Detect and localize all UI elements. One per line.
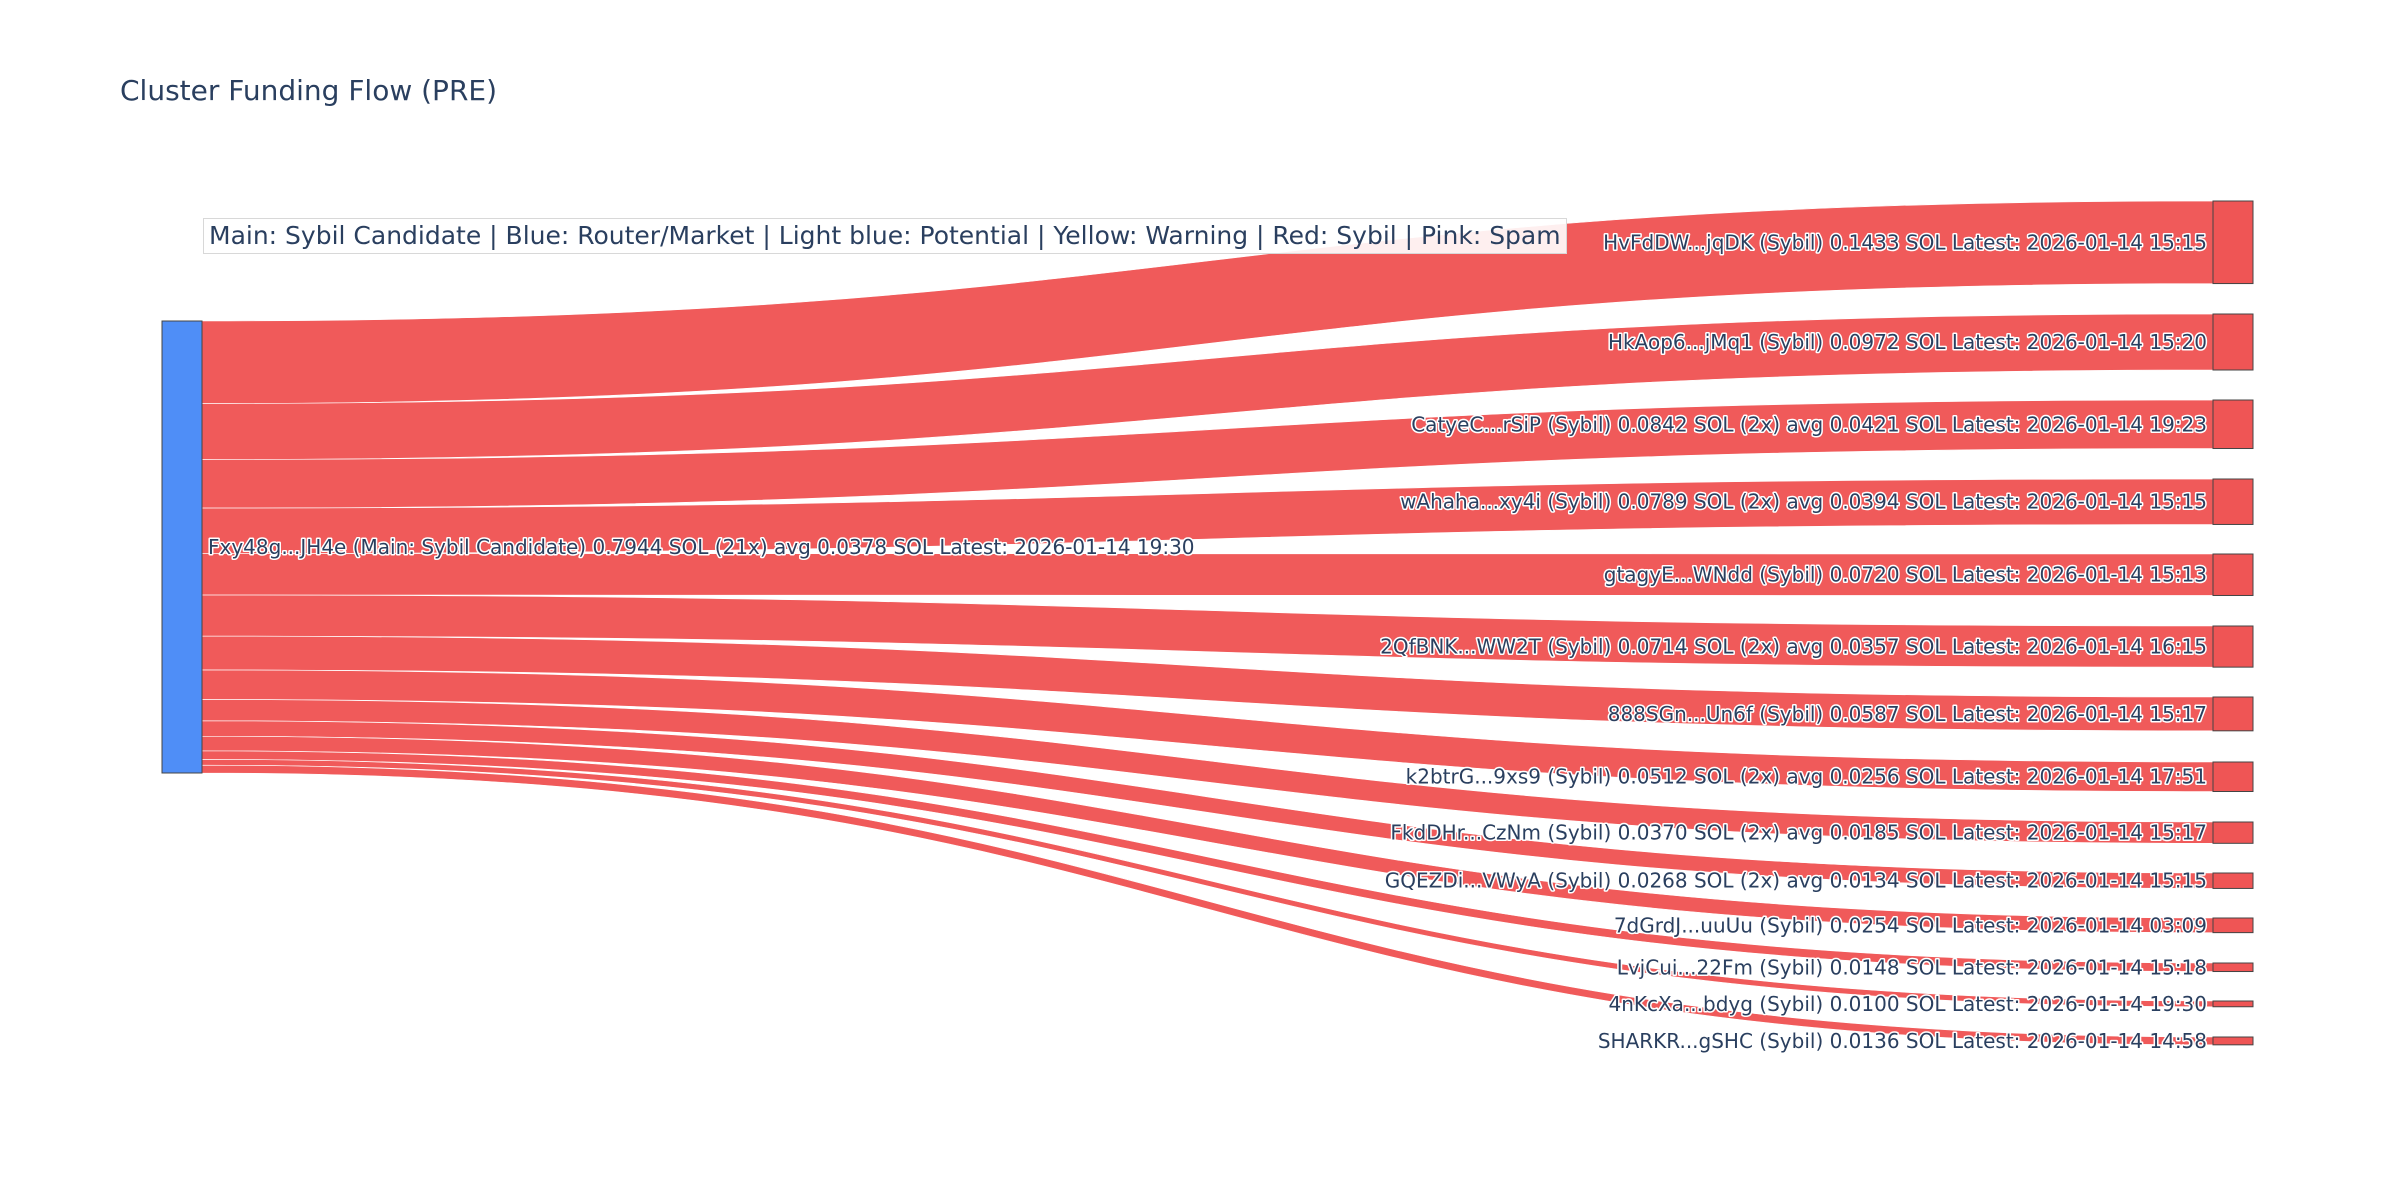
legend-annotation: Main: Sybil Candidate | Blue: Router/Mar… [203,218,1567,254]
node-labels: Fxy48g...JH4e (Main: Sybil Candidate) 0.… [207,229,2209,1055]
target-node-label: gtagyE...WNdd (Sybil) 0.0720 SOL Latest:… [1604,563,2207,587]
target-node[interactable] [2212,761,2254,792]
target-node[interactable] [2212,625,2254,668]
target-node-label: 2QfBNK...WW2T (Sybil) 0.0714 SOL (2x) av… [1380,635,2207,659]
chart-title: Cluster Funding Flow (PRE) [120,74,498,107]
target-node-label: 7dGrdJ...uuUu (Sybil) 0.0254 SOL Latest:… [1614,913,2207,937]
target-node[interactable] [2212,917,2254,934]
target-node-label: CatyeC...rSiP (Sybil) 0.0842 SOL (2x) av… [1411,412,2207,436]
target-node[interactable] [2212,872,2254,889]
target-node-label: HvFdDW...jqDK (Sybil) 0.1433 SOL Latest:… [1603,230,2207,254]
source-node-label: Fxy48g...JH4e (Main: Sybil Candidate) 0.… [208,535,1195,559]
target-node-label: GQEZDi...VWyA (Sybil) 0.0268 SOL (2x) av… [1385,869,2207,893]
target-node-label: HkAop6...jMq1 (Sybil) 0.0972 SOL Latest:… [1608,330,2207,354]
target-node-label: 4nKcXa...bdyg (Sybil) 0.0100 SOL Latest:… [1608,992,2207,1016]
target-node[interactable] [2212,696,2254,732]
source-node[interactable] [161,320,203,774]
target-node-label: LvjCui...22Fm (Sybil) 0.0148 SOL Latest:… [1617,955,2207,979]
target-node-label: SHARKR...gSHC (Sybil) 0.0136 SOL Latest:… [1598,1029,2207,1053]
target-node[interactable] [2212,399,2254,450]
target-node[interactable] [2212,553,2254,596]
target-node[interactable] [2212,821,2254,844]
target-node-label: wAhaha...xy4i (Sybil) 0.0789 SOL (2x) av… [1400,490,2207,514]
target-node[interactable] [2212,200,2254,285]
target-node-label: FkdDHr...CzNm (Sybil) 0.0370 SOL (2x) av… [1390,821,2207,845]
target-node[interactable] [2212,313,2254,371]
target-node-label: 888SGn...Un6f (Sybil) 0.0587 SOL Latest:… [1608,702,2207,726]
nodes [161,200,2254,1046]
target-node[interactable] [2212,1000,2254,1008]
target-node[interactable] [2212,478,2254,525]
target-node[interactable] [2212,962,2254,973]
target-node[interactable] [2212,1036,2254,1046]
target-node-label: k2btrG...9xs9 (Sybil) 0.0512 SOL (2x) av… [1406,765,2207,789]
